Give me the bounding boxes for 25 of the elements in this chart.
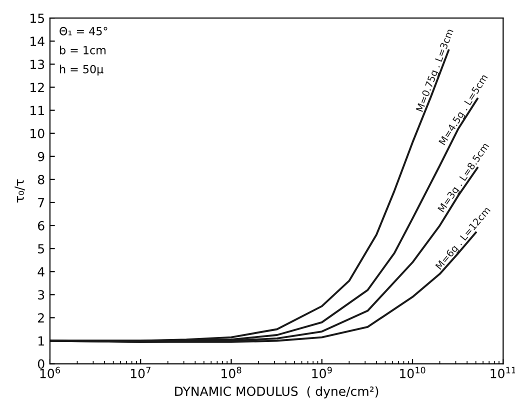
y-tick-label: 11 bbox=[30, 106, 44, 116]
y-tick-label: 9 bbox=[38, 152, 44, 162]
y-tick-label: 15 bbox=[30, 14, 44, 24]
annotation: Θ₁ = 45° bbox=[60, 26, 108, 36]
x-tick-label: 10$^{7}$ bbox=[130, 366, 150, 378]
annotation: b = 1cm bbox=[60, 46, 106, 54]
y-tick-label: 12 bbox=[30, 82, 44, 92]
x-axis-title: DYNAMIC MODULUS ( dyne/cm²) bbox=[175, 386, 378, 398]
y-axis-title: τ₀/τ bbox=[14, 179, 25, 202]
x-tick-label: 10$^{10}$ bbox=[400, 366, 426, 378]
y-tick-label: 6 bbox=[38, 220, 44, 230]
y-tick-label: 13 bbox=[30, 60, 44, 70]
y-tick-label: 10 bbox=[30, 128, 44, 138]
y-tick-label: 2 bbox=[38, 313, 44, 322]
y-tick-label: 14 bbox=[30, 36, 44, 46]
y-tick-label: 0 bbox=[38, 359, 44, 369]
y-tick-label: 5 bbox=[38, 244, 44, 254]
annotation: h = 50μ bbox=[60, 64, 104, 76]
y-tick-label: 8 bbox=[38, 174, 44, 184]
x-tick-label: 10$^{9}$ bbox=[312, 366, 332, 378]
y-tick-label: 4 bbox=[38, 267, 44, 276]
y-tick-label: 1 bbox=[38, 336, 44, 346]
y-tick-label: 3 bbox=[38, 290, 44, 300]
x-tick-label: 10$^{8}$ bbox=[222, 366, 242, 378]
y-tick-label: 7 bbox=[38, 198, 44, 208]
